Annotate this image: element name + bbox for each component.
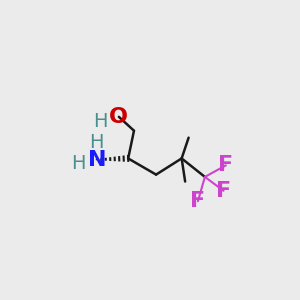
Text: H: H bbox=[71, 154, 86, 172]
Text: O: O bbox=[110, 107, 128, 127]
Text: F: F bbox=[190, 191, 206, 211]
Text: F: F bbox=[218, 155, 233, 176]
Text: N: N bbox=[88, 150, 106, 169]
Text: H: H bbox=[93, 112, 107, 131]
Text: F: F bbox=[216, 181, 231, 201]
Text: H: H bbox=[89, 133, 104, 152]
